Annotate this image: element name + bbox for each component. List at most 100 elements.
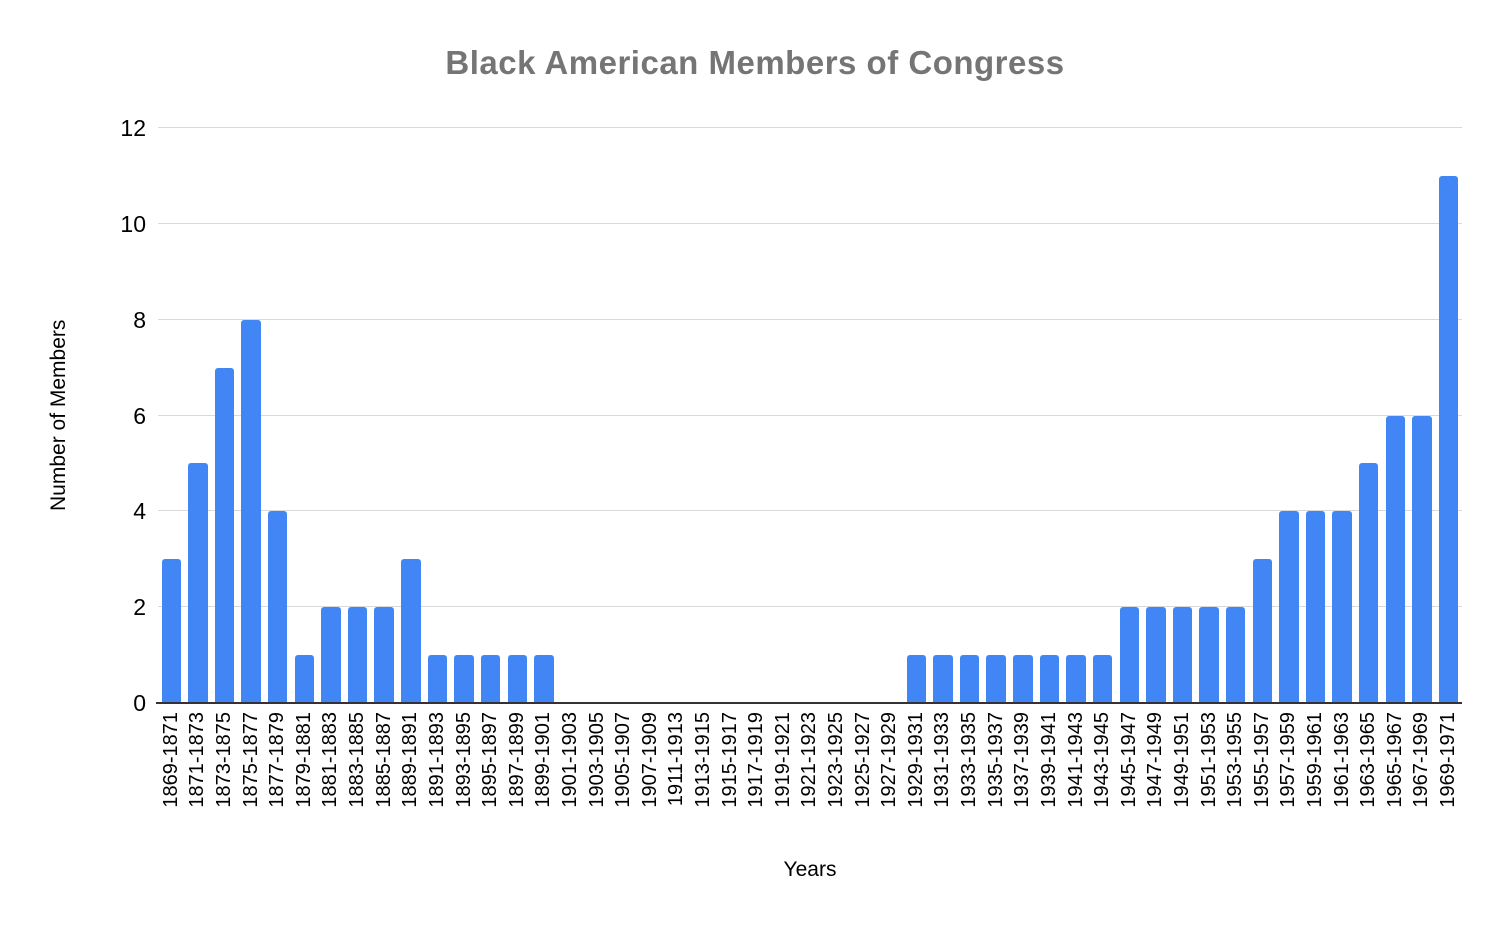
bar-slot bbox=[397, 128, 424, 703]
x-tick-cell: 1899-1901 bbox=[531, 712, 558, 808]
bar-slot bbox=[1169, 128, 1196, 703]
x-tick-label: 1881-1883 bbox=[319, 712, 342, 808]
x-tick-cell: 1957-1959 bbox=[1276, 712, 1303, 808]
x-tick-label: 1891-1893 bbox=[425, 712, 448, 808]
bar-slot bbox=[956, 128, 983, 703]
y-tick-label: 10 bbox=[120, 210, 146, 237]
bar-1929-1931 bbox=[906, 655, 927, 703]
x-tick-cell: 1883-1885 bbox=[344, 712, 371, 808]
bar-slot bbox=[371, 128, 398, 703]
bar-series bbox=[158, 128, 1462, 703]
x-tick-label: 1915-1917 bbox=[718, 712, 741, 808]
bar-1931-1933 bbox=[933, 655, 953, 703]
x-tick-cell: 1951-1953 bbox=[1196, 712, 1223, 808]
bar-1965-1967 bbox=[1385, 415, 1406, 703]
gridline bbox=[158, 127, 1462, 128]
x-tick-cell: 1901-1903 bbox=[557, 712, 584, 808]
x-tick-label: 1885-1887 bbox=[372, 712, 395, 808]
bar-slot bbox=[1302, 128, 1329, 703]
bar-1955-1957 bbox=[1252, 559, 1272, 703]
y-tick-label: 0 bbox=[133, 690, 146, 716]
x-tick-label: 1873-1875 bbox=[213, 712, 236, 808]
x-tick-label: 1931-1933 bbox=[931, 712, 954, 808]
x-tick-cell: 1873-1875 bbox=[211, 712, 238, 808]
bar-1941-1943 bbox=[1066, 655, 1086, 703]
x-tick-cell: 1959-1961 bbox=[1302, 712, 1329, 808]
x-tick-label: 1933-1935 bbox=[958, 712, 981, 808]
y-tick-label: 2 bbox=[133, 594, 146, 621]
x-tick-label: 1969-1971 bbox=[1437, 712, 1460, 808]
x-tick-label: 1877-1879 bbox=[266, 712, 289, 808]
bar-1883-1885 bbox=[347, 607, 368, 703]
bar-1895-1897 bbox=[480, 655, 501, 703]
bar-1967-1969 bbox=[1412, 415, 1432, 703]
y-tick-label: 8 bbox=[133, 306, 146, 333]
x-tick-cell: 1963-1965 bbox=[1355, 712, 1382, 808]
bar-1945-1947 bbox=[1119, 607, 1139, 703]
x-tick-cell: 1877-1879 bbox=[264, 712, 291, 808]
gridline bbox=[158, 222, 1462, 224]
y-axis-title: Number of Members bbox=[47, 319, 70, 512]
x-tick-label: 1935-1937 bbox=[984, 712, 1007, 808]
x-tick-label: 1923-1925 bbox=[825, 712, 848, 808]
bar-slot bbox=[823, 128, 850, 703]
gridline bbox=[158, 510, 1462, 512]
x-tick-cell: 1903-1905 bbox=[584, 712, 611, 808]
x-tick-cell: 1879-1881 bbox=[291, 712, 318, 808]
bar-slot bbox=[318, 128, 345, 703]
bar-1899-1901 bbox=[534, 655, 554, 703]
bar-1897-1899 bbox=[507, 655, 527, 703]
bar-1935-1937 bbox=[986, 655, 1006, 703]
bar-1877-1879 bbox=[268, 511, 288, 703]
bar-slot bbox=[903, 128, 930, 703]
bar-slot bbox=[610, 128, 637, 703]
bar-1879-1881 bbox=[294, 655, 315, 703]
bar-slot bbox=[158, 128, 185, 703]
bar-slot bbox=[557, 128, 584, 703]
x-tick-cell: 1935-1937 bbox=[983, 712, 1010, 808]
bar-1873-1875 bbox=[214, 367, 235, 703]
bar-slot bbox=[770, 128, 797, 703]
x-tick-label: 1963-1965 bbox=[1357, 712, 1380, 808]
x-tick-cell: 1967-1969 bbox=[1409, 712, 1436, 808]
bar-slot bbox=[930, 128, 957, 703]
bar-slot bbox=[1382, 128, 1409, 703]
x-tick-cell: 1949-1951 bbox=[1169, 712, 1196, 808]
bar-1869-1871 bbox=[161, 559, 182, 703]
x-tick-cell: 1943-1945 bbox=[1089, 712, 1116, 808]
bar-slot bbox=[477, 128, 504, 703]
x-tick-cell: 1945-1947 bbox=[1116, 712, 1143, 808]
bar-1885-1887 bbox=[374, 607, 394, 703]
chart-title: Black American Members of Congress bbox=[445, 44, 1065, 81]
x-tick-label: 1967-1969 bbox=[1410, 712, 1433, 808]
x-tick-cell: 1895-1897 bbox=[477, 712, 504, 808]
x-tick-label: 1961-1963 bbox=[1330, 712, 1353, 808]
bar-1937-1939 bbox=[1013, 655, 1033, 703]
bar-slot bbox=[743, 128, 770, 703]
bar-slot bbox=[1355, 128, 1382, 703]
bar-slot bbox=[531, 128, 558, 703]
bar-1871-1873 bbox=[188, 463, 208, 703]
bar-slot bbox=[1276, 128, 1303, 703]
x-tick-label: 1957-1959 bbox=[1277, 712, 1300, 808]
x-tick-label: 1929-1931 bbox=[904, 712, 927, 808]
x-tick-label: 1927-1929 bbox=[878, 712, 901, 808]
x-tick-label: 1913-1915 bbox=[691, 712, 714, 808]
x-tick-cell: 1941-1943 bbox=[1063, 712, 1090, 808]
x-tick-label: 1907-1909 bbox=[638, 712, 661, 808]
bar-1957-1959 bbox=[1279, 511, 1299, 703]
bar-slot bbox=[664, 128, 691, 703]
x-tick-label: 1959-1961 bbox=[1304, 712, 1326, 808]
x-tick-cell: 1955-1957 bbox=[1249, 712, 1276, 808]
x-tick-cell: 1921-1923 bbox=[797, 712, 824, 808]
x-tick-cell: 1931-1933 bbox=[930, 712, 957, 808]
x-tick-cell: 1907-1909 bbox=[637, 712, 664, 808]
bar-slot bbox=[1089, 128, 1116, 703]
bar-slot bbox=[797, 128, 824, 703]
x-axis-tick-labels: 1869-1871 1871-1873 1873-1875 1875-1877 1877… bbox=[158, 712, 1462, 808]
y-tick-label: 4 bbox=[133, 498, 146, 525]
gridline bbox=[158, 414, 1462, 416]
bar-slot bbox=[238, 128, 265, 703]
bar-slot bbox=[424, 128, 451, 703]
